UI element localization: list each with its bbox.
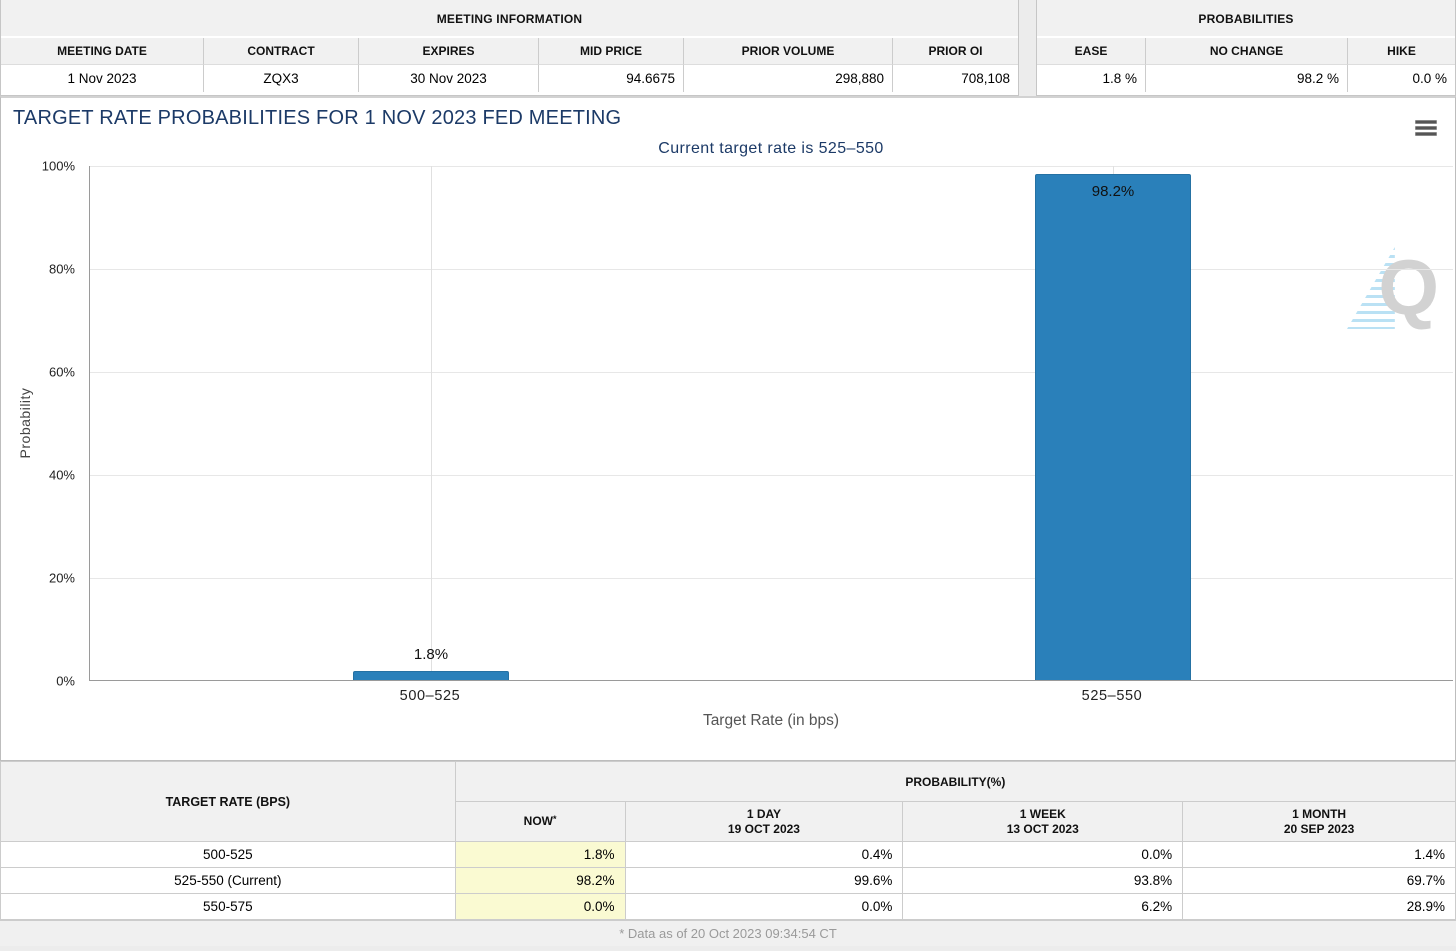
plot-area: Q 1.8% 98.2% bbox=[89, 166, 1453, 681]
top-info-bar: MEETING INFORMATION MEETING DATE CONTRAC… bbox=[0, 0, 1456, 96]
bar-value-label: 98.2% bbox=[1091, 183, 1135, 201]
one-week-date: 13 OCT 2023 bbox=[1006, 821, 1079, 836]
hike-header: HIKE bbox=[1347, 38, 1455, 65]
one-day-probability: 0.4% bbox=[624, 841, 904, 868]
h-gridline bbox=[90, 166, 1453, 167]
rate-range: 525-550 (Current) bbox=[0, 867, 456, 894]
one-week-probability: 0.0% bbox=[902, 841, 1184, 868]
prior-oi-value: 708,108 bbox=[892, 65, 1018, 92]
one-month-label: 1 MONTH bbox=[1292, 806, 1347, 821]
h-gridline bbox=[90, 269, 1453, 270]
chart-bar[interactable] bbox=[353, 670, 509, 680]
meeting-date-value: 1 Nov 2023 bbox=[1, 65, 203, 92]
chart-bar[interactable] bbox=[1035, 174, 1191, 680]
bar-value-label: 1.8% bbox=[413, 645, 449, 663]
now-column-header: NOW* bbox=[454, 801, 626, 842]
meeting-information-header-row: MEETING DATE CONTRACT EXPIRES MID PRICE … bbox=[1, 38, 1018, 65]
prior-volume-value: 298,880 bbox=[683, 65, 892, 92]
y-tick-label: 60% bbox=[48, 364, 75, 380]
x-axis-ticks: 500–525 525–550 bbox=[89, 688, 1453, 708]
ease-value: 1.8 % bbox=[1037, 65, 1145, 92]
y-tick-label: 20% bbox=[48, 570, 75, 586]
now-probability: 0.0% bbox=[454, 893, 626, 920]
now-probability: 1.8% bbox=[454, 841, 626, 868]
expires-value: 30 Nov 2023 bbox=[358, 65, 538, 92]
watermark-q-letter: Q bbox=[1378, 243, 1439, 331]
chart-subtitle: Current target rate is 525–550 bbox=[658, 140, 884, 157]
rate-range: 550-575 bbox=[0, 893, 456, 920]
prior-volume-header: PRIOR VOLUME bbox=[683, 38, 892, 65]
one-month-probability: 69.7% bbox=[1182, 867, 1456, 894]
now-asterisk: * bbox=[553, 814, 557, 824]
hamburger-bar bbox=[1415, 132, 1437, 136]
x-tick-label: 500–525 bbox=[399, 688, 461, 704]
probabilities-value-row: 1.8 % 98.2 % 0.0 % bbox=[1037, 65, 1455, 92]
h-gridline bbox=[90, 475, 1453, 476]
chart-title: TARGET RATE PROBABILITIES FOR 1 NOV 2023… bbox=[13, 107, 622, 129]
table-row: 500-525 1.8% 0.4% 0.0% 1.4% bbox=[0, 841, 1456, 868]
mid-price-header: MID PRICE bbox=[538, 38, 683, 65]
no-change-header: NO CHANGE bbox=[1145, 38, 1347, 65]
meeting-information-value-row: 1 Nov 2023 ZQX3 30 Nov 2023 94.6675 298,… bbox=[1, 65, 1018, 92]
target-rate-bps-header: TARGET RATE (BPS) bbox=[0, 761, 456, 842]
probabilities-title: PROBABILITIES bbox=[1037, 0, 1455, 38]
quikstrike-watermark-icon: Q bbox=[1347, 241, 1439, 333]
y-tick-label: 0% bbox=[56, 673, 75, 689]
mid-price-value: 94.6675 bbox=[538, 65, 683, 92]
x-tick-label: 525–550 bbox=[1081, 688, 1143, 704]
table-row: 525-550 (Current) 98.2% 99.6% 93.8% 69.7… bbox=[0, 867, 1456, 894]
one-week-label: 1 WEEK bbox=[1019, 806, 1066, 821]
y-tick-label: 40% bbox=[48, 467, 75, 483]
one-week-column-header: 1 WEEK 13 OCT 2023 bbox=[902, 801, 1184, 842]
one-day-probability: 0.0% bbox=[624, 893, 904, 920]
hamburger-bar bbox=[1415, 120, 1437, 124]
one-month-column-header: 1 MONTH 20 SEP 2023 bbox=[1182, 801, 1456, 842]
meeting-date-header: MEETING DATE bbox=[1, 38, 203, 65]
no-change-value: 98.2 % bbox=[1145, 65, 1347, 92]
y-axis-ticks: 0% 20% 40% 60% 80% 100% bbox=[1, 159, 81, 689]
probabilities-summary-table: PROBABILITIES EASE NO CHANGE HIKE 1.8 % … bbox=[1036, 0, 1456, 96]
table-row: 550-575 0.0% 0.0% 6.2% 28.9% bbox=[0, 893, 1456, 920]
probabilities-header-row: EASE NO CHANGE HIKE bbox=[1037, 38, 1455, 65]
prior-oi-header: PRIOR OI bbox=[892, 38, 1018, 65]
expires-header: EXPIRES bbox=[358, 38, 538, 65]
hamburger-menu-icon[interactable] bbox=[1415, 120, 1437, 138]
hamburger-bar bbox=[1415, 126, 1437, 130]
meeting-information-table: MEETING INFORMATION MEETING DATE CONTRAC… bbox=[0, 0, 1019, 96]
one-week-probability: 6.2% bbox=[902, 893, 1184, 920]
h-gridline bbox=[90, 372, 1453, 373]
contract-header: CONTRACT bbox=[203, 38, 358, 65]
h-gridline bbox=[90, 578, 1453, 579]
data-as-of-footnote: * Data as of 20 Oct 2023 09:34:54 CT bbox=[0, 920, 1456, 946]
one-month-probability: 28.9% bbox=[1182, 893, 1456, 920]
probability-group-header: PROBABILITY(%) bbox=[454, 761, 1456, 802]
rate-range: 500-525 bbox=[0, 841, 456, 868]
x-axis-label: Target Rate (in bps) bbox=[702, 712, 840, 729]
one-day-column-header: 1 DAY 19 OCT 2023 bbox=[624, 801, 904, 842]
contract-value: ZQX3 bbox=[203, 65, 358, 92]
now-label: NOW bbox=[523, 814, 553, 828]
target-rate-chart-panel: TARGET RATE PROBABILITIES FOR 1 NOV 2023… bbox=[0, 96, 1456, 761]
one-day-label: 1 DAY bbox=[746, 806, 782, 821]
one-day-probability: 99.6% bbox=[624, 867, 904, 894]
probability-history-table: TARGET RATE (BPS) PROBABILITY(%) NOW* 1 … bbox=[0, 761, 1456, 920]
one-month-probability: 1.4% bbox=[1182, 841, 1456, 868]
one-day-date: 19 OCT 2023 bbox=[727, 821, 800, 836]
one-month-date: 20 SEP 2023 bbox=[1283, 821, 1355, 836]
meeting-information-title: MEETING INFORMATION bbox=[1, 0, 1018, 38]
now-probability: 98.2% bbox=[454, 867, 626, 894]
v-gridline bbox=[431, 166, 432, 680]
ease-header: EASE bbox=[1037, 38, 1145, 65]
y-tick-label: 80% bbox=[48, 261, 75, 277]
hike-value: 0.0 % bbox=[1347, 65, 1455, 92]
y-tick-label: 100% bbox=[41, 158, 75, 174]
one-week-probability: 93.8% bbox=[902, 867, 1184, 894]
